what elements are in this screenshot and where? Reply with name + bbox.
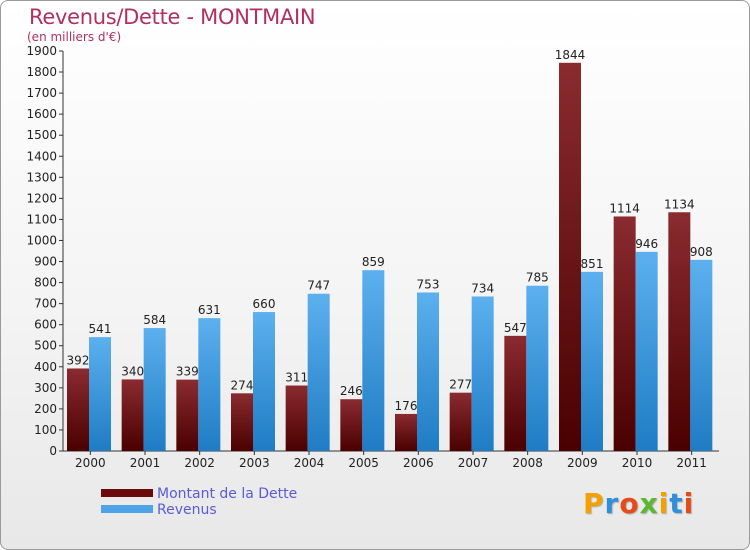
data-label-revenus-2000: 541 [89,322,112,336]
y-tick-label: 1200 [26,191,57,205]
logo-letter: r [604,487,620,520]
data-label-dette-2004: 311 [285,371,308,385]
y-tick-label: 1100 [26,212,57,226]
y-tick-label: 100 [34,423,57,437]
data-label-dette-2002: 339 [176,365,199,379]
x-tick-label-2011: 2011 [676,456,707,470]
bar-revenus-2003 [253,312,275,451]
logo-letter: o [619,487,640,520]
data-label-revenus-2002: 631 [198,303,221,317]
chart-title: Revenus/Dette - MONTMAIN [29,5,316,29]
chart-subtitle: (en milliers d'€) [27,30,122,44]
data-label-dette-2007: 277 [449,378,472,392]
data-label-revenus-2006: 753 [417,277,440,291]
data-label-revenus-2008: 785 [526,271,549,285]
bar-dette-2007 [449,392,472,451]
bar-dette-2003 [231,393,253,451]
data-label-dette-2005: 246 [340,384,363,398]
legend-swatch-dette [101,489,153,497]
data-label-revenus-2010: 946 [635,237,658,251]
proxiti-logo: Proxiti [583,487,694,520]
bar-revenus-2004 [307,293,330,451]
y-tick-label: 200 [34,402,57,416]
bar-dette-2002 [176,379,199,451]
y-tick-label: 1400 [26,149,57,163]
x-tick-label-2006: 2006 [403,456,434,470]
bar-dette-2008 [504,335,527,451]
data-label-revenus-2007: 734 [471,281,494,295]
bar-dette-2009 [559,62,581,451]
bar-revenus-2000 [89,337,111,451]
y-tick-label: 400 [34,360,57,374]
x-tick-label-2005: 2005 [348,456,379,470]
bar-revenus-2007 [471,296,494,451]
logo-letter: i [683,487,695,520]
x-tick-label-2004: 2004 [294,456,325,470]
bar-revenus-2002 [198,318,221,451]
data-label-dette-2001: 340 [121,364,144,378]
bar-revenus-2010 [635,251,658,451]
logo-letter: P [583,487,605,520]
data-label-dette-2011: 1134 [664,197,695,211]
bar-revenus-2011 [690,259,713,451]
y-tick-label: 1300 [26,170,57,184]
data-label-revenus-2009: 851 [581,257,604,271]
logo-letter: i [658,487,670,520]
bar-revenus-2008 [526,285,549,451]
bar-dette-2005 [340,399,363,451]
data-label-revenus-2011: 908 [690,245,713,259]
legend-label-dette: Montant de la Dette [157,486,298,502]
bar-dette-2010 [613,216,636,451]
legend-label-revenus: Revenus [157,502,217,518]
logo-letter: x [639,487,659,520]
x-tick-label-2007: 2007 [458,456,489,470]
y-tick-label: 1500 [26,128,57,142]
bar-revenus-2006 [417,292,439,451]
data-label-dette-2009: 1844 [555,48,586,62]
y-tick-label: 1700 [26,86,57,100]
data-label-dette-2003: 274 [231,378,254,392]
y-tick-label: 1900 [26,44,57,58]
bar-dette-2006 [395,413,417,451]
y-tick-label: 1600 [26,107,57,121]
bar-dette-2001 [121,379,144,451]
y-tick-label: 0 [49,444,57,458]
bar-dette-2000 [67,368,89,451]
legend-swatch-revenus [101,505,153,513]
y-tick-label: 800 [34,276,57,290]
data-label-revenus-2004: 747 [307,279,330,293]
y-tick-label: 700 [34,297,57,311]
bar-dette-2004 [285,385,308,451]
data-label-revenus-2003: 660 [253,297,276,311]
data-label-revenus-2005: 859 [362,255,385,269]
data-label-dette-2010: 1114 [609,201,640,215]
data-label-dette-2008: 547 [504,321,527,335]
bar-dette-2011 [668,212,691,451]
y-tick-label: 1000 [26,233,57,247]
x-tick-label-2008: 2008 [512,456,543,470]
x-tick-label-2000: 2000 [75,456,106,470]
x-tick-label-2009: 2009 [567,456,598,470]
bar-revenus-2001 [143,328,166,451]
y-tick-label: 300 [34,381,57,395]
x-tick-label-2010: 2010 [622,456,653,470]
data-label-dette-2006: 176 [395,399,418,413]
x-tick-label-2001: 2001 [130,456,161,470]
y-tick-label: 600 [34,318,57,332]
bar-revenus-2005 [362,270,385,451]
data-label-revenus-2001: 584 [143,313,166,327]
logo-letter: t [669,487,684,520]
data-label-dette-2000: 392 [67,353,90,367]
y-tick-label: 900 [34,255,57,269]
x-tick-label-2003: 2003 [239,456,270,470]
y-tick-label: 500 [34,339,57,353]
y-tick-label: 1800 [26,65,57,79]
x-tick-label-2002: 2002 [184,456,215,470]
bar-revenus-2009 [581,271,603,451]
